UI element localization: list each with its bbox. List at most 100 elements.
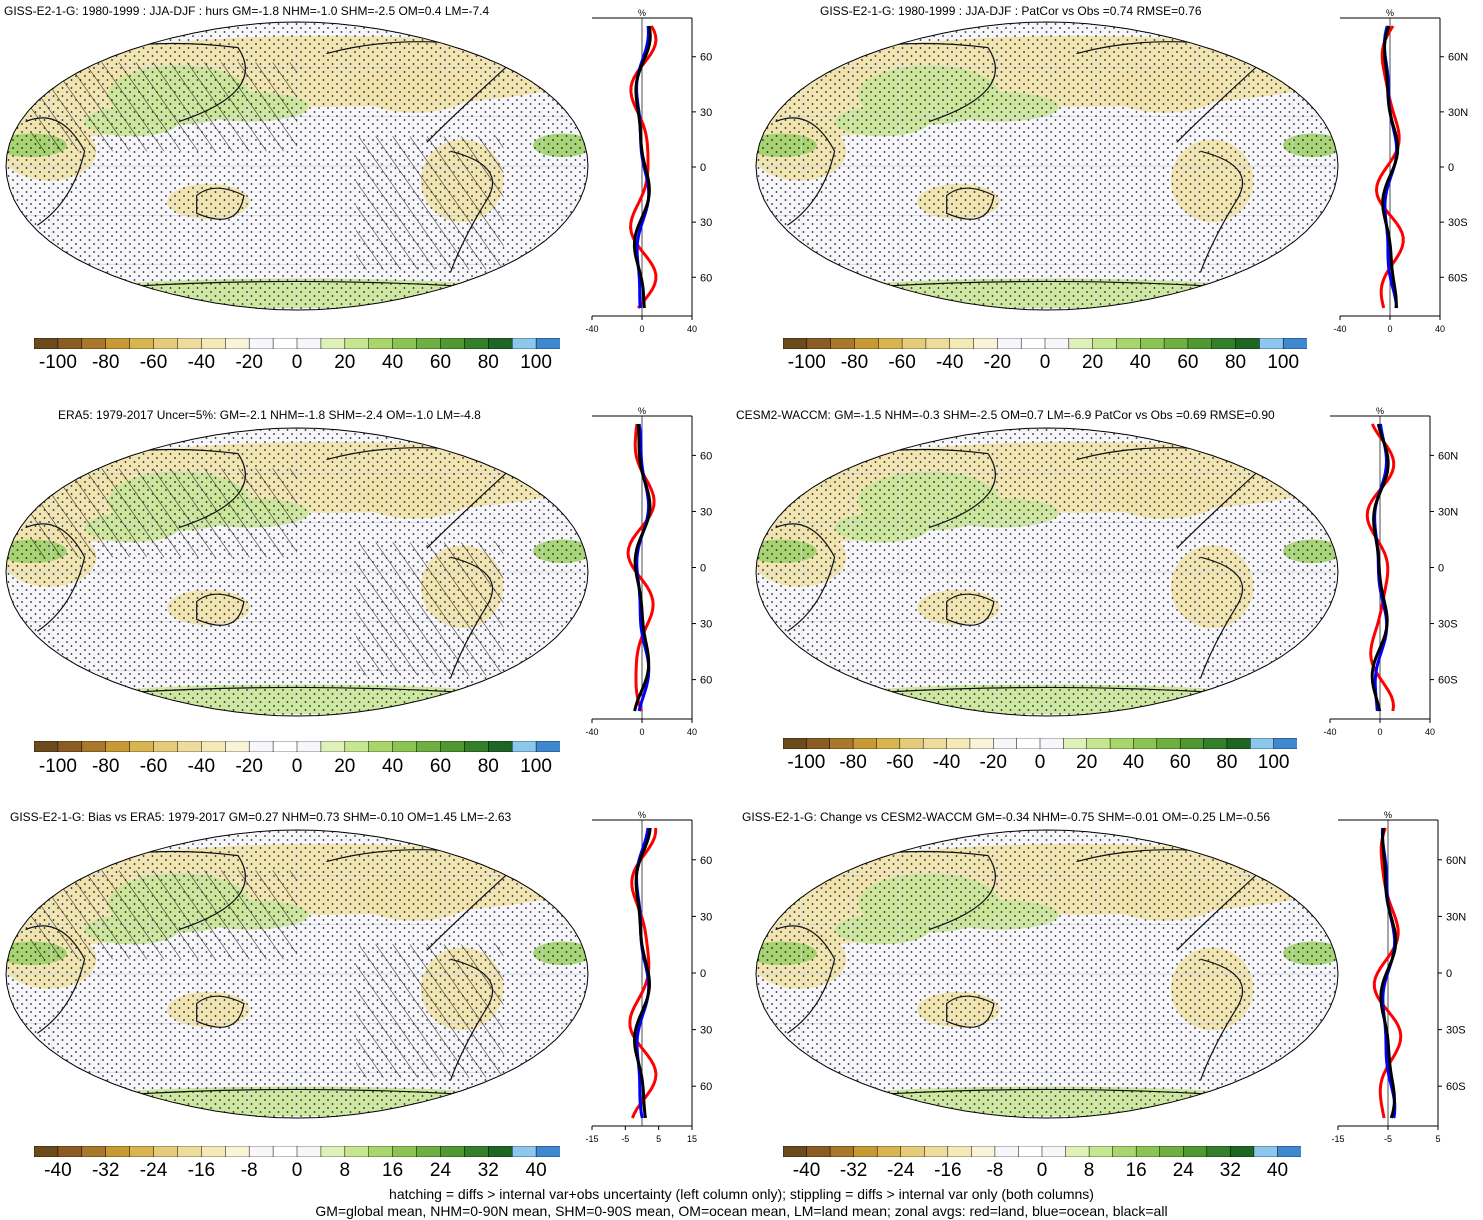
zonal-x-label: 40 [687,727,697,737]
colorbar-swatch [272,1146,298,1157]
zonal-x-label: 15 [687,1134,697,1144]
zonal-lat-label: 60N [1448,52,1468,64]
colorbar-tick-label: -32 [91,1160,120,1181]
colorbar-swatch [296,741,322,752]
colorbar-swatch [1259,338,1284,349]
zonal-curve [1372,827,1403,1119]
colorbar-2 [783,338,1307,349]
zonal-curve [633,423,652,712]
colorbar-tick-label: -32 [839,1160,868,1181]
zonal-lat-label: 30S [1448,217,1468,229]
colorbar-swatch [368,741,394,752]
zonal-x-label: -40 [585,727,598,737]
colorbar-swatch [1065,1146,1090,1157]
colorbar-tick-label: -100 [38,352,77,373]
zonal-plot-4: % 60N 30N 0 30S 60S -40 0 40 [1323,406,1458,737]
colorbar-swatch [1156,738,1181,749]
zonal-x-label: -5 [1384,1134,1392,1144]
zonal-lat-label: 30N [1438,506,1458,518]
colorbar-tick-label: 16 [382,1160,404,1181]
zonal-lat-label: 30N [700,506,712,518]
colorbar-swatch [105,741,131,752]
colorbar-swatch [1044,338,1070,349]
colorbar-swatch [129,1146,155,1157]
colorbar-swatch [225,741,250,752]
zonal-units: % [638,8,646,18]
zonal-x-label: -5 [621,1134,629,1144]
colorbar-swatch [416,741,442,752]
colorbar-tick-label: -80 [839,752,867,773]
colorbar-swatch [272,741,298,752]
zonal-curve [1365,423,1396,712]
colorbar-swatch [947,1146,972,1157]
colorbar-swatch [225,1146,250,1157]
colorbar-swatch [1253,1146,1279,1157]
colorbar-tick-label: 0 [1036,1160,1048,1181]
colorbar-swatch [392,1146,418,1157]
colorbar-swatch [994,1146,1020,1157]
colorbar-tick-label: 0 [1039,352,1051,373]
zonal-curve [632,827,652,1119]
colorbar-tick-label: -40 [187,352,216,373]
colorbar-tick-label: -80 [91,756,120,777]
coastline [449,150,494,273]
colorbar-swatch [1230,1146,1255,1157]
colorbar-swatch [924,1146,949,1157]
colorbar-swatch [464,1146,489,1157]
colorbar-tick-label: -20 [235,352,263,373]
colorbar-swatch [440,741,465,752]
coastline [25,523,86,632]
coastline [196,995,245,1028]
colorbar-swatch [969,738,994,749]
colorbar-swatch [1041,1146,1067,1157]
colorbar-swatch [1163,338,1189,349]
colorbar-tick-label: 80 [477,352,499,373]
colorbar-1 [34,338,560,349]
colorbar-swatch [876,738,901,749]
colorbar-swatch [946,738,971,749]
zonal-lat-label: 30N [1446,911,1466,923]
colorbar-swatch [344,741,370,752]
coastline [775,925,836,1034]
colorbar-3 [34,741,560,752]
zonal-lat-label: 60N [1438,450,1458,462]
colorbar-swatch [81,338,107,349]
colorbar-tick-label: 32 [1219,1160,1241,1181]
coastline [196,593,245,626]
colorbar-tick-label: 40 [382,352,404,373]
colorbar-swatch [153,338,179,349]
colorbar-swatch [901,338,927,349]
colorbar-tick-label: 20 [1082,352,1104,373]
map-border [755,427,1339,717]
map-border [755,21,1339,311]
colorbar-tick-label: -60 [139,756,168,777]
zonal-plot-1: % 60N 30N 0 30S 60S -40 0 40 [585,8,712,334]
colorbar-tick-label: 60 [1177,352,1199,373]
colorbar-swatch [1020,338,1046,349]
colorbar-swatch [57,338,83,349]
colorbar-tick-label: -40 [932,752,961,773]
colorbar-tick-label: -40 [935,352,964,373]
colorbar-swatch [416,338,442,349]
zonal-x-label: -40 [585,324,598,334]
colorbar-swatch [1273,738,1297,749]
colorbar-tick-label: -40 [187,756,216,777]
colorbar-tick-label: 16 [1125,1160,1147,1181]
colorbar-swatch [368,1146,394,1157]
hatching [356,944,504,1078]
colorbar-swatch [344,1146,370,1157]
zonal-x-label: 40 [687,324,697,334]
colorbar-swatch [535,741,560,752]
coastline [775,523,836,632]
colorbar-tick-label: -24 [886,1160,915,1181]
panel-title-6: GISS-E2-1-G: Change vs CESM2-WACCM GM=-0… [742,810,1271,824]
colorbar-swatch [853,1146,878,1157]
colorbar-swatch [272,338,298,349]
colorbar-swatch [464,338,489,349]
colorbar-tick-label: 0 [291,352,303,373]
zonal-x-label: 40 [1435,324,1445,334]
zonal-lat-label: 60N [700,855,712,867]
colorbar-swatch [177,741,202,752]
zonal-lat-label: 0 [1438,563,1444,575]
colorbar-labels-4: -100 -80 -60 -40 -20 0 20 40 60 80 100 [783,752,1297,776]
